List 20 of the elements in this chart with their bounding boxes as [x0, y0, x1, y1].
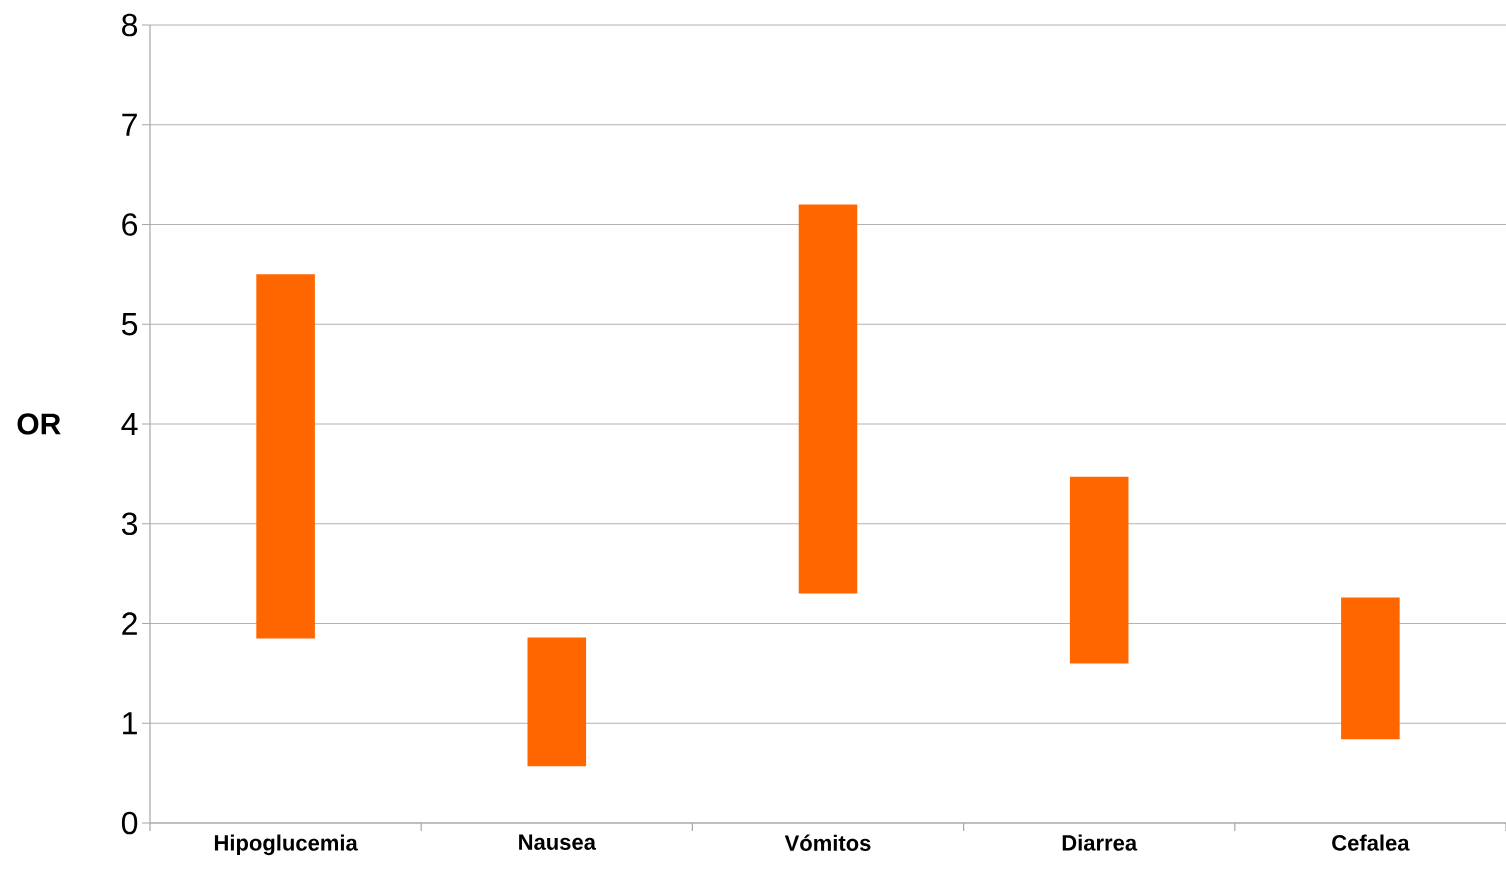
bar	[1341, 597, 1400, 740]
bar	[1069, 476, 1129, 664]
y-tick-label: 5	[121, 313, 138, 336]
y-tick-label: 7	[122, 113, 137, 136]
x-tick-label: Diarrea	[1062, 834, 1138, 851]
x-tick-label: Nausea	[519, 834, 597, 850]
x-tick-label: Vómitos	[784, 834, 871, 851]
x-tick-label: Cefalea	[1332, 834, 1410, 851]
y-tick-label: 0	[121, 811, 138, 835]
x-tick-label: Hipoglucemia	[214, 834, 358, 856]
y-tick-label: 4	[121, 413, 138, 435]
bar	[798, 204, 858, 594]
y-tick-label: 2	[122, 612, 137, 635]
y-tick-label: 1	[123, 712, 137, 735]
y-tick-label: 3	[121, 512, 138, 536]
bar	[527, 637, 587, 767]
bar	[256, 274, 315, 639]
y-tick-label: 8	[122, 13, 138, 37]
y-tick-label: 6	[122, 213, 138, 236]
y-axis-title: OR	[17, 413, 61, 435]
